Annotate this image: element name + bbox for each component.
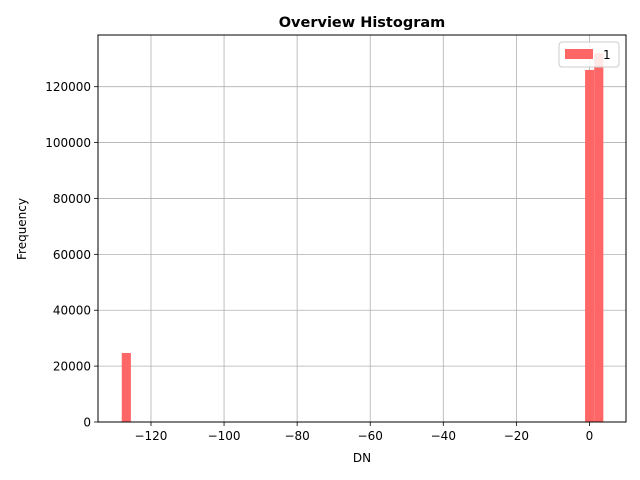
x-tick-label: −100 — [208, 429, 241, 443]
y-tick-label: 60000 — [53, 248, 91, 262]
histogram-bar — [121, 352, 131, 422]
x-tick-label: −20 — [504, 429, 529, 443]
histogram-bar — [594, 53, 604, 423]
legend-label: 1 — [603, 48, 611, 62]
x-tick-label: −120 — [134, 429, 167, 443]
chart-title: Overview Histogram — [279, 15, 446, 31]
grid-lines — [98, 35, 626, 423]
y-tick-label: 0 — [83, 416, 91, 430]
x-tick-label: −80 — [284, 429, 309, 443]
y-axis-label: Frequency — [15, 198, 29, 260]
histogram-bars — [121, 53, 604, 423]
x-tick-label: −40 — [431, 429, 456, 443]
x-axis-label: DN — [353, 451, 371, 465]
legend: 1 — [558, 41, 620, 68]
histogram-bar — [585, 69, 595, 422]
y-tick-label: 40000 — [53, 304, 91, 318]
y-tick-label: 120000 — [45, 80, 91, 94]
y-tick-label: 100000 — [45, 136, 91, 150]
legend-swatch — [565, 49, 593, 59]
x-axis-ticks: −120 −100 −80 −60 −40 −20 0 — [134, 422, 593, 443]
y-tick-label: 20000 — [53, 360, 91, 374]
plot-frame — [97, 34, 627, 423]
x-tick-label: −60 — [358, 429, 383, 443]
y-axis-ticks: 0 20000 40000 60000 80000 100000 120000 — [45, 80, 98, 430]
y-tick-label: 80000 — [53, 192, 91, 206]
x-tick-label: 0 — [586, 429, 594, 443]
